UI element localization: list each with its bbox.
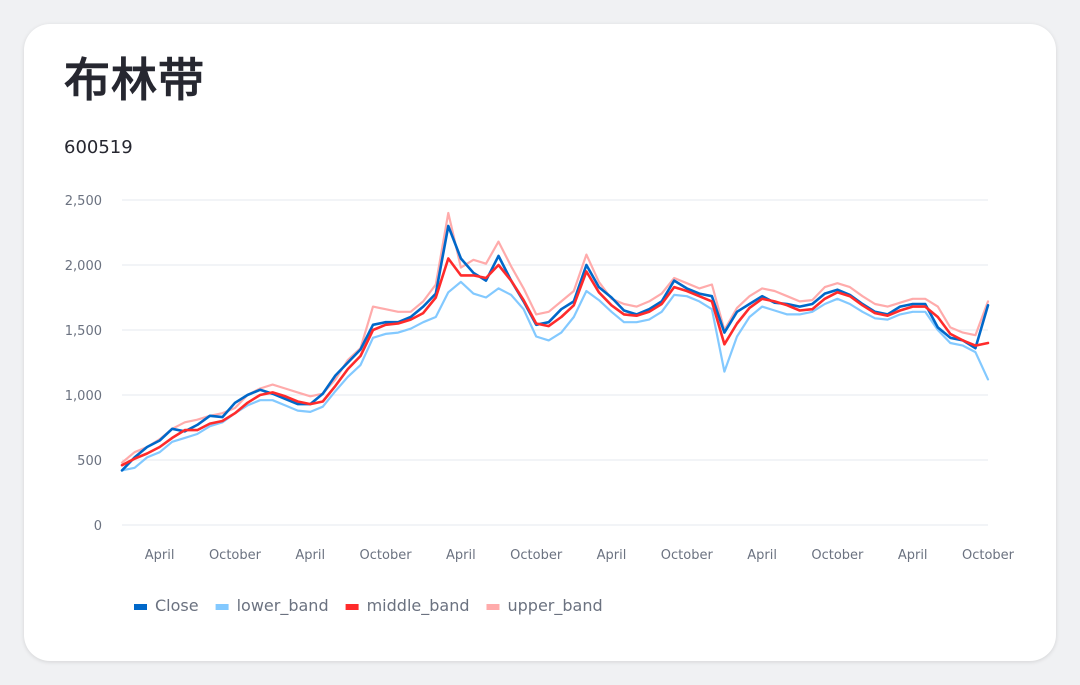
y-tick-label: 2,000 xyxy=(65,259,102,274)
legend-swatch-lower-band xyxy=(215,604,229,610)
y-tick-label: 1,000 xyxy=(65,389,102,404)
x-tick-label: April xyxy=(145,548,175,563)
chart-subtitle: 600519 xyxy=(64,137,133,158)
legend-label-lower-band: lower_band xyxy=(237,596,329,616)
series-line-middle-band xyxy=(120,257,990,467)
x-tick-label: April xyxy=(898,548,928,563)
series-line-lower-band xyxy=(120,280,990,472)
y-tick-label: 2,500 xyxy=(65,194,102,209)
legend-swatch-Close xyxy=(134,604,147,610)
y-tick-label: 500 xyxy=(77,454,102,469)
legend-label-upper-band: upper_band xyxy=(507,596,602,616)
page-title: 布林带 xyxy=(64,53,205,107)
bollinger-chart[interactable]: 0 500 1,000 1,500 2,000 2,500 April October Apri… xyxy=(24,24,1056,661)
series-line-Close xyxy=(120,224,990,472)
x-tick-label: October xyxy=(661,548,714,563)
x-tick-label: April xyxy=(747,548,777,563)
legend-swatch-upper-band xyxy=(486,604,500,610)
x-tick-label: October xyxy=(962,548,1015,563)
y-tick-label: 0 xyxy=(94,519,102,534)
chart-card: 布林带 600519 0 500 1,000 1,500 2,000 2,500 April… xyxy=(24,24,1056,661)
x-tick-label: October xyxy=(360,548,413,563)
y-tick-label: 1,500 xyxy=(65,324,102,339)
x-tick-label: April xyxy=(295,548,325,563)
x-tick-label: October xyxy=(209,548,262,563)
legend-label-middle-band: middle_band xyxy=(367,596,470,616)
series-line-upper-band xyxy=(120,211,990,464)
x-tick-label: October xyxy=(510,548,563,563)
legend-label-Close: Close xyxy=(155,596,199,615)
x-tick-label: April xyxy=(597,548,627,563)
x-tick-label: October xyxy=(811,548,864,563)
legend-swatch-middle-band xyxy=(345,604,359,610)
x-tick-label: April xyxy=(446,548,476,563)
